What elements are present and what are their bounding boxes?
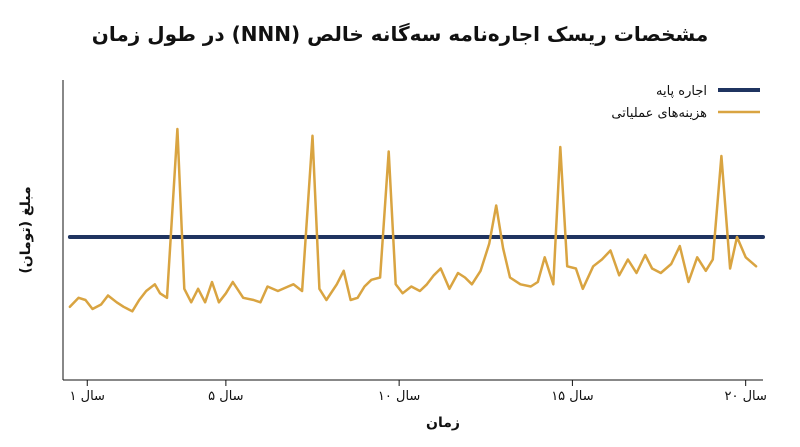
x-tick-label: سال ۱۰ [378,389,420,404]
y-axis-title: مبلغ (تومان) [18,186,34,273]
legend-label-0: اجاره پایه [656,84,707,99]
legend-label-1: هزینه‌های عملیاتی [611,106,707,121]
x-axis-title: زمان [426,415,460,431]
chart-title: مشخصات ریسک اجاره‌نامه سه‌گانه خالص (NNN… [91,22,709,46]
x-tick-label: سال ۱ [70,389,105,404]
x-tick-label: سال ۲۰ [724,389,766,404]
x-tick-label: سال ۵ [208,389,243,404]
x-tick-label: سال ۱۵ [551,389,593,404]
series-line-1 [68,127,758,313]
